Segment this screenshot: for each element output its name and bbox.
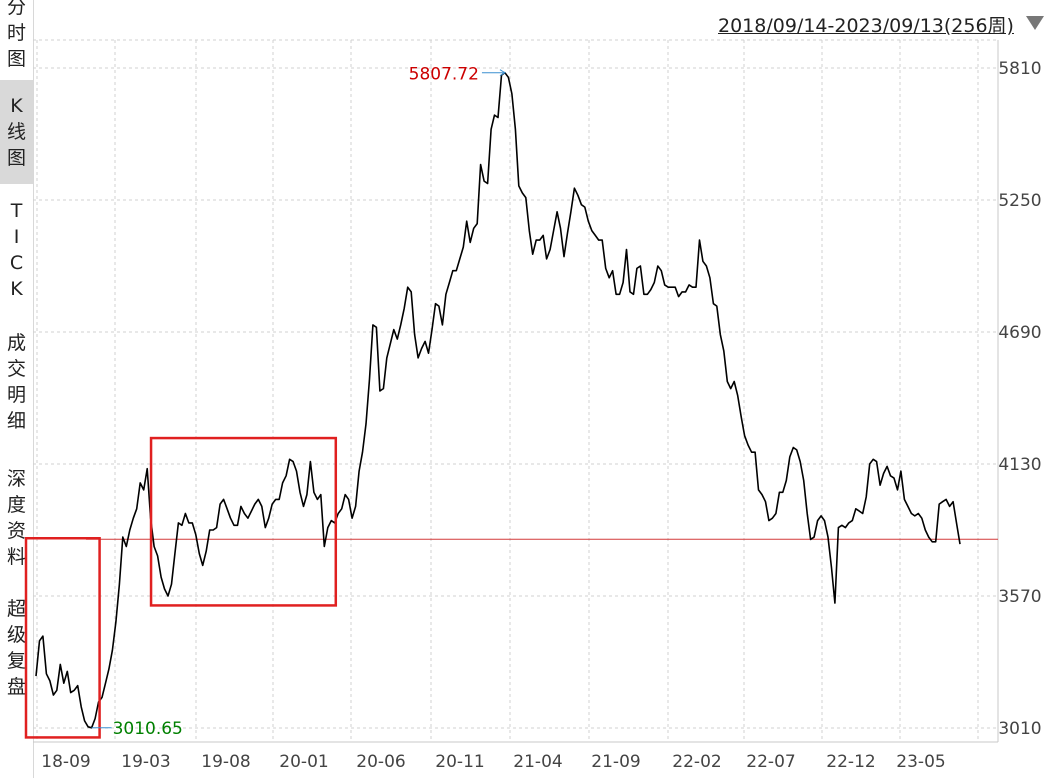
highlight-box-2 [149, 436, 338, 607]
chart-grid [33, 39, 999, 743]
extreme-labels: 5807.72 3010.65 [91, 65, 506, 739]
sidebar-tabs: 分 时 图 K 线 图 T I C K 成 交 明 细 深 度 资 料 超 级 … [0, 0, 34, 778]
tab-intraday-chart[interactable]: 分 时 图 [6, 0, 26, 70]
price-series-line [35, 71, 961, 729]
y-tick-label-4: 5250 [998, 191, 1041, 211]
y-tick-label-1: 3570 [998, 587, 1041, 607]
y-tick-label-5: 5810 [998, 59, 1041, 79]
x-tick-label-11: 23-05 [896, 752, 945, 772]
x-tick-label-9: 22-07 [746, 752, 795, 772]
highlight-box-1 [24, 537, 101, 739]
x-tick-label-8: 22-02 [672, 752, 721, 772]
min-value-label: 3010.65 [113, 719, 183, 739]
y-axis: 3010 3570 4130 4690 5250 5810 [998, 59, 1041, 739]
tab-tick[interactable]: T I C K [9, 200, 24, 300]
highlight-boxes [24, 436, 338, 739]
x-axis: 18-09 19-03 19-08 20-01 20-06 20-11 21-04 21-09… [41, 752, 945, 772]
y-tick-label-0: 3010 [998, 719, 1041, 739]
x-tick-label-2: 19-08 [201, 752, 250, 772]
max-pointer-arrow [499, 69, 506, 77]
x-tick-label-5: 20-11 [435, 752, 484, 772]
y-tick-label-3: 4690 [998, 323, 1041, 343]
x-tick-label-1: 19-03 [121, 752, 170, 772]
y-tick-label-2: 4130 [998, 455, 1041, 475]
tab-kline-chart[interactable]: K 线 图 [0, 80, 33, 184]
x-tick-label-3: 20-01 [279, 752, 328, 772]
max-value-label: 5807.72 [409, 65, 479, 85]
x-tick-label-10: 22-12 [826, 752, 875, 772]
x-tick-label-4: 20-06 [356, 752, 405, 772]
tab-super-review[interactable]: 超 级 复 盘 [6, 598, 26, 698]
x-tick-label-6: 21-04 [513, 752, 562, 772]
x-tick-label-7: 21-09 [591, 752, 640, 772]
tab-trade-details[interactable]: 成 交 明 细 [6, 332, 26, 432]
date-range-label[interactable]: 2018/09/14-2023/09/13(256周) [718, 15, 1014, 37]
dropdown-arrow-icon[interactable] [1026, 16, 1044, 30]
tab-depth-info[interactable]: 深 度 资 料 [6, 468, 26, 568]
x-tick-label-0: 18-09 [41, 752, 90, 772]
series-group [35, 71, 961, 729]
